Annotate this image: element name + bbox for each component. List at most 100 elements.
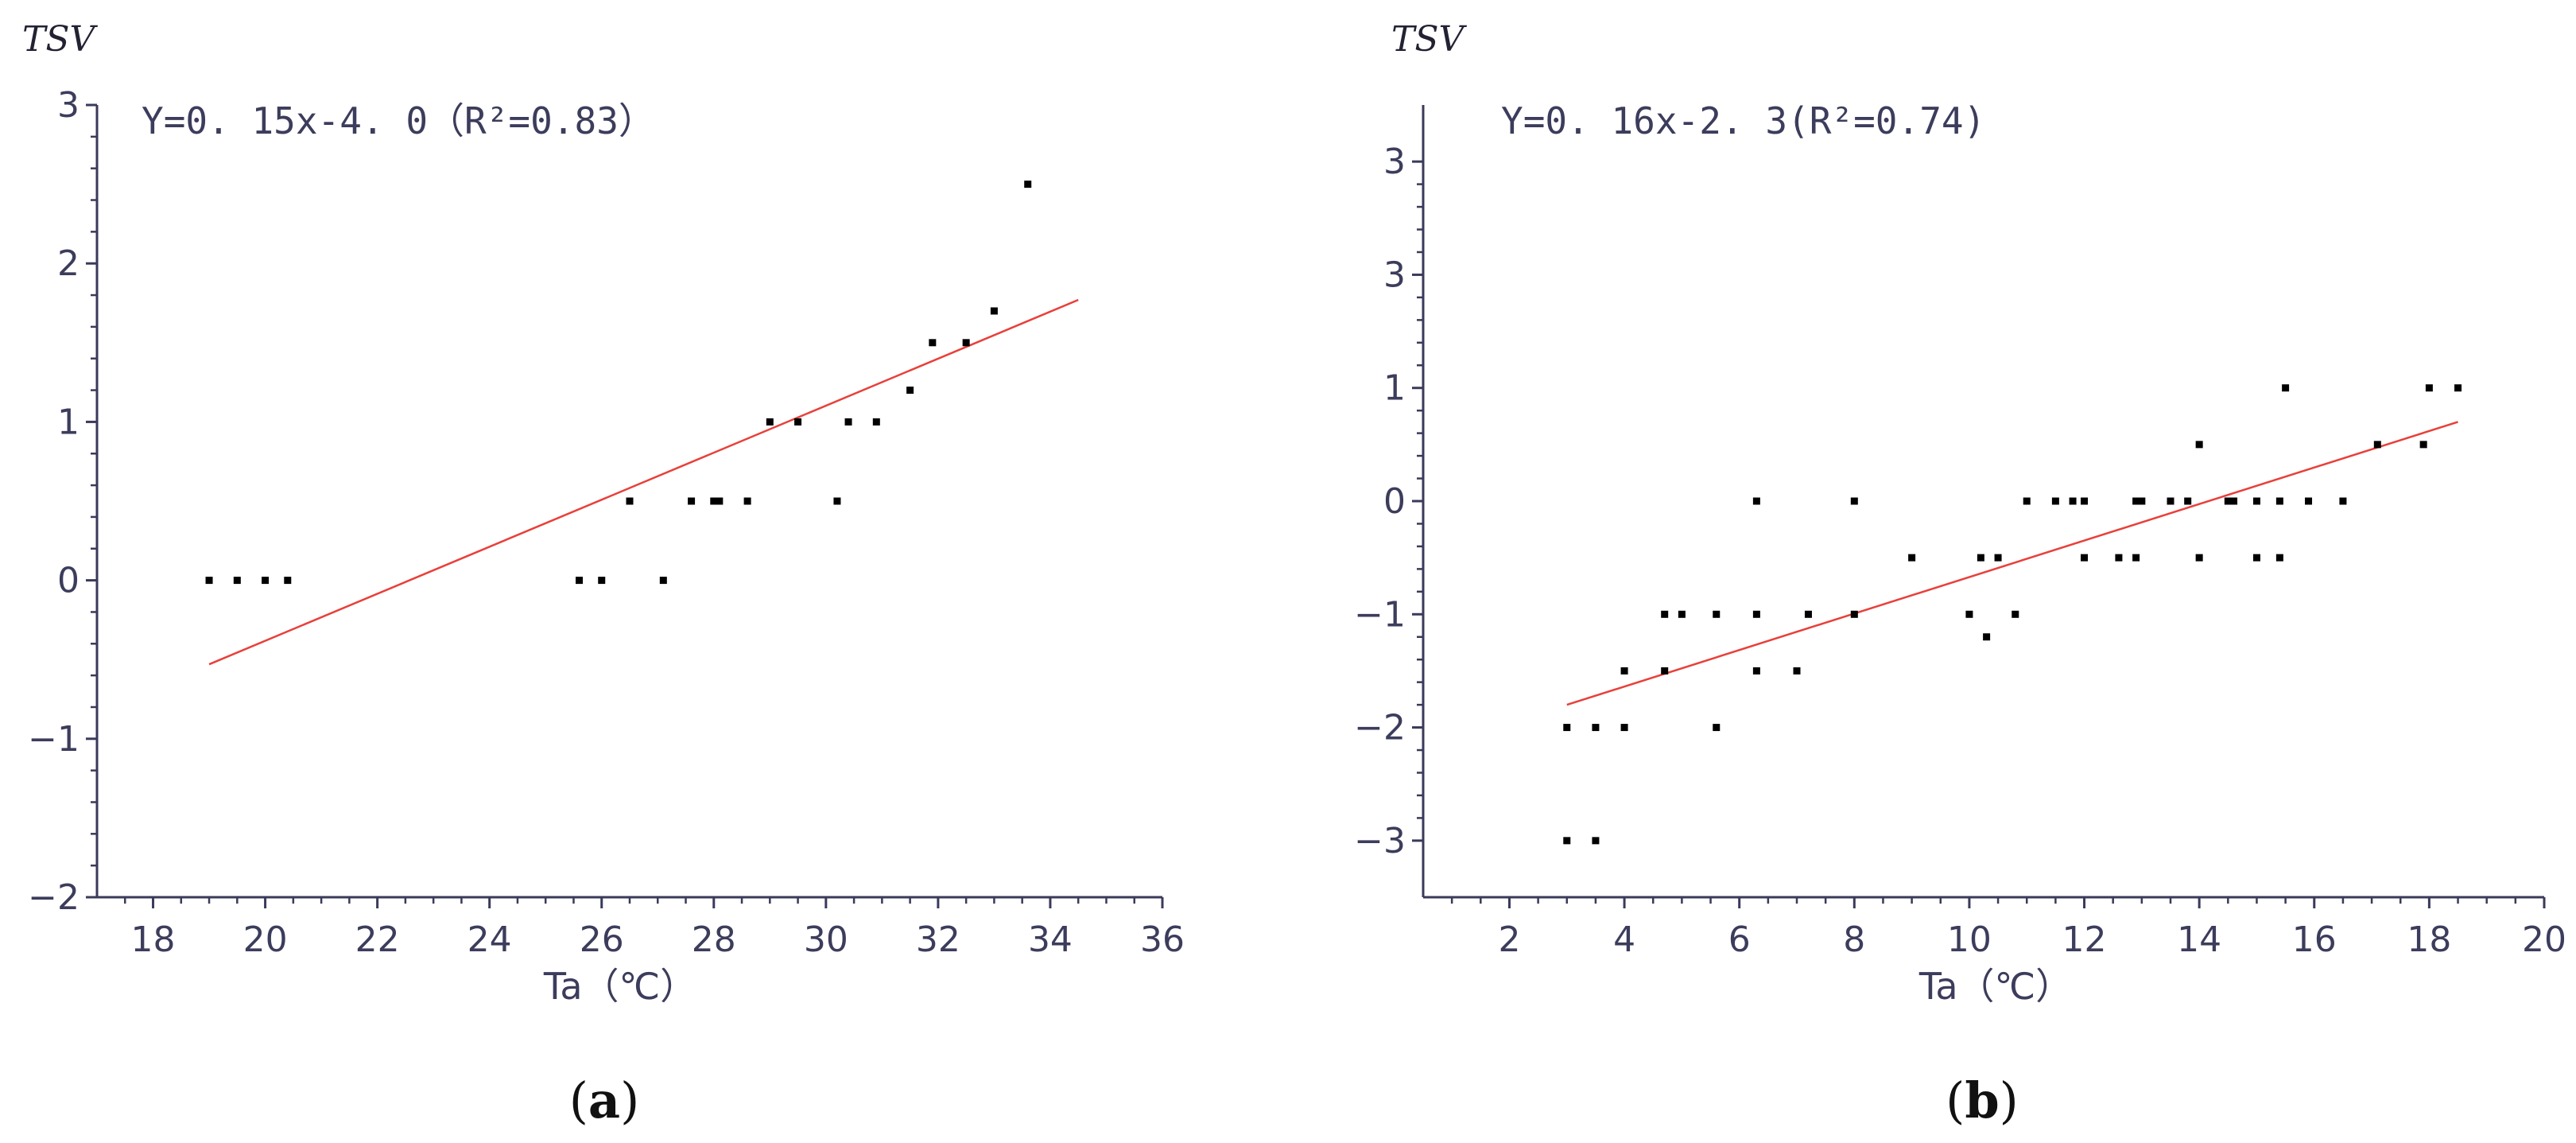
x-tick-label: 34 bbox=[1028, 919, 1073, 960]
data-point bbox=[990, 307, 998, 315]
data-point bbox=[2275, 554, 2283, 562]
data-point bbox=[1804, 610, 1812, 618]
data-point bbox=[2023, 497, 2031, 505]
x-tick-label: 30 bbox=[804, 919, 848, 960]
data-point bbox=[1563, 837, 1571, 845]
x-tick-label: 32 bbox=[916, 919, 960, 960]
data-point bbox=[1592, 837, 1600, 845]
y-tick-label: 1 bbox=[1383, 368, 1406, 409]
data-point bbox=[2012, 610, 2019, 618]
data-point bbox=[2282, 384, 2290, 392]
data-point bbox=[1908, 554, 1916, 562]
data-point bbox=[1713, 610, 1721, 618]
x-tick-label: 26 bbox=[580, 919, 624, 960]
data-point bbox=[1983, 633, 1991, 641]
data-point bbox=[2081, 497, 2089, 505]
data-point bbox=[2275, 497, 2283, 505]
data-point bbox=[2138, 497, 2146, 505]
data-point bbox=[1752, 610, 1760, 618]
data-point bbox=[1850, 497, 1858, 505]
x-tick-label: 20 bbox=[2522, 919, 2566, 960]
y-tick-label: −1 bbox=[28, 719, 80, 760]
y-tick-label: 0 bbox=[57, 561, 80, 601]
chart-panel-b: −3 −2 −1 0 1 3 3 2 4 6 8 10 12 14 16 18 20 TSV Y=0. 16x-2.… bbox=[1354, 19, 2566, 1129]
data-point bbox=[598, 577, 606, 585]
data-point bbox=[2115, 554, 2123, 562]
regression-equation: Y=0. 16x-2. 3(R²=0.74) bbox=[1501, 99, 1985, 142]
x-axis-label: Ta（℃） bbox=[543, 965, 696, 1008]
panel-label: (a) bbox=[569, 1071, 640, 1129]
data-point bbox=[2305, 497, 2313, 505]
data-point bbox=[1620, 724, 1628, 732]
x-tick-label: 16 bbox=[2292, 919, 2337, 960]
y-axis-label: TSV bbox=[1391, 19, 1467, 60]
data-point bbox=[962, 339, 970, 347]
x-tick-label: 24 bbox=[467, 919, 512, 960]
data-point bbox=[659, 577, 667, 585]
data-point bbox=[1024, 181, 1032, 189]
x-tick-label: 4 bbox=[1613, 919, 1635, 960]
y-tick-label: 3 bbox=[1383, 142, 1406, 182]
data-point bbox=[1752, 667, 1760, 675]
x-tick-label: 18 bbox=[2407, 919, 2451, 960]
data-point bbox=[2454, 384, 2462, 392]
data-point bbox=[766, 418, 774, 426]
data-point bbox=[2195, 554, 2203, 562]
y-tick-label: −1 bbox=[1354, 594, 1406, 635]
data-point bbox=[1661, 667, 1669, 675]
y-tick-label: 2 bbox=[57, 243, 80, 284]
data-point bbox=[2339, 497, 2347, 505]
data-point bbox=[2252, 497, 2260, 505]
y-axis-label: TSV bbox=[22, 19, 98, 60]
y-tick-label: 3 bbox=[57, 85, 80, 126]
data-point bbox=[2132, 554, 2140, 562]
x-tick-label: 8 bbox=[1843, 919, 1865, 960]
regression-line bbox=[208, 298, 1079, 666]
data-point bbox=[929, 339, 937, 347]
y-tick-label: −2 bbox=[1354, 708, 1406, 748]
regression-equation: Y=0. 15x-4. 0（R²=0.83） bbox=[142, 99, 655, 142]
x-tick-label: 2 bbox=[1498, 919, 1520, 960]
data-point bbox=[1994, 554, 2002, 562]
x-tick-label: 28 bbox=[692, 919, 736, 960]
data-point bbox=[833, 497, 841, 505]
x-tick-label: 20 bbox=[243, 919, 288, 960]
x-tick-label: 10 bbox=[1947, 919, 1992, 960]
x-tick-label: 22 bbox=[355, 919, 400, 960]
data-point bbox=[1850, 610, 1858, 618]
data-point bbox=[262, 577, 270, 585]
data-point bbox=[2230, 497, 2238, 505]
x-tick-label: 18 bbox=[131, 919, 176, 960]
data-point bbox=[2195, 441, 2203, 449]
x-tick-label: 14 bbox=[2177, 919, 2221, 960]
data-point bbox=[1793, 667, 1801, 675]
data-point bbox=[2252, 554, 2260, 562]
panel-label-letter: a bbox=[588, 1071, 620, 1129]
y-tick-label: 0 bbox=[1383, 481, 1406, 522]
regression-line bbox=[1566, 421, 2458, 706]
data-point bbox=[1977, 554, 1984, 562]
data-point bbox=[2069, 497, 2077, 505]
chart-panel-a: −2 −1 0 1 2 3 18 20 22 24 26 28 30 32 34 36 TSV Y=0. 15x-… bbox=[22, 19, 1185, 1129]
data-point bbox=[2132, 497, 2140, 505]
data-point bbox=[2167, 497, 2174, 505]
data-point bbox=[2425, 384, 2433, 392]
x-tick-label: 36 bbox=[1140, 919, 1185, 960]
data-point bbox=[1620, 667, 1628, 675]
data-point bbox=[2051, 497, 2059, 505]
data-point bbox=[906, 387, 914, 395]
panel-label-close: ) bbox=[2000, 1071, 2019, 1129]
data-point bbox=[743, 497, 751, 505]
x-tick-label: 6 bbox=[1728, 919, 1751, 960]
panel-label-close: ) bbox=[620, 1071, 639, 1129]
y-tick-label: −2 bbox=[28, 877, 80, 918]
panel-label: (b) bbox=[1946, 1071, 2019, 1129]
data-point bbox=[233, 577, 241, 585]
panel-label-open: ( bbox=[569, 1071, 588, 1129]
data-point bbox=[1965, 610, 1973, 618]
data-point bbox=[716, 497, 724, 505]
data-point bbox=[1661, 610, 1669, 618]
y-tick-label: −3 bbox=[1354, 821, 1406, 861]
y-tick-label: 1 bbox=[57, 402, 80, 442]
data-point bbox=[2081, 554, 2089, 562]
